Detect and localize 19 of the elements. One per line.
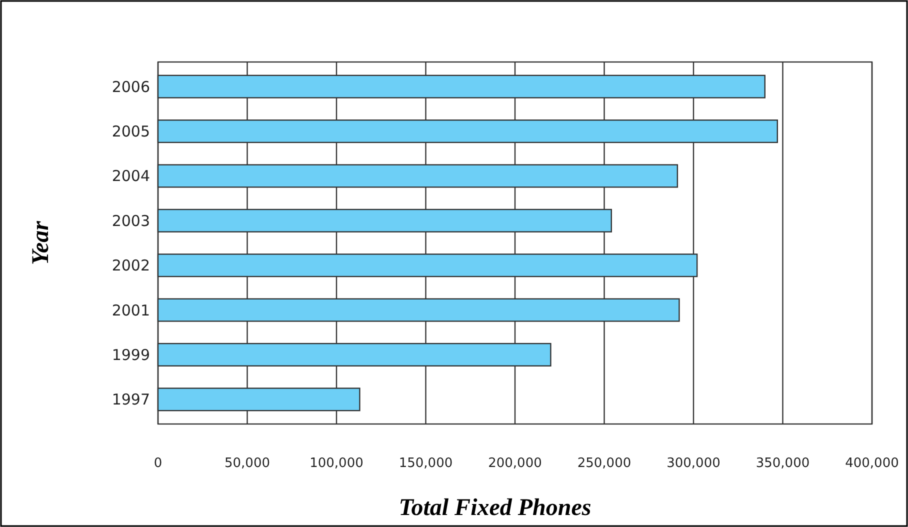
x-tick-label: 200,000 <box>488 456 542 471</box>
x-tick-label: 350,000 <box>756 456 810 471</box>
x-tick-label: 100,000 <box>310 456 364 471</box>
x-tick-label: 400,000 <box>845 456 899 471</box>
x-tick-label: 50,000 <box>224 456 270 471</box>
x-tick-label: 0 <box>154 456 162 471</box>
y-tick-label: 2004 <box>112 167 150 186</box>
x-tick-label: 150,000 <box>398 456 453 471</box>
y-tick-label: 2001 <box>112 301 150 320</box>
y-tick-label: 2005 <box>112 122 150 141</box>
x-axis-title: Total Fixed Phones <box>398 495 592 521</box>
x-tick-label: 300,000 <box>666 456 720 471</box>
y-tick-label: 2002 <box>112 256 150 275</box>
y-tick-label: 1999 <box>112 346 150 364</box>
y-axis-title: Year <box>28 220 54 265</box>
y-tick-label: 2006 <box>112 78 150 96</box>
y-tick-label: 1997 <box>112 390 150 409</box>
x-tick-label: 250,000 <box>577 456 632 471</box>
y-tick-label: 2003 <box>112 212 150 230</box>
